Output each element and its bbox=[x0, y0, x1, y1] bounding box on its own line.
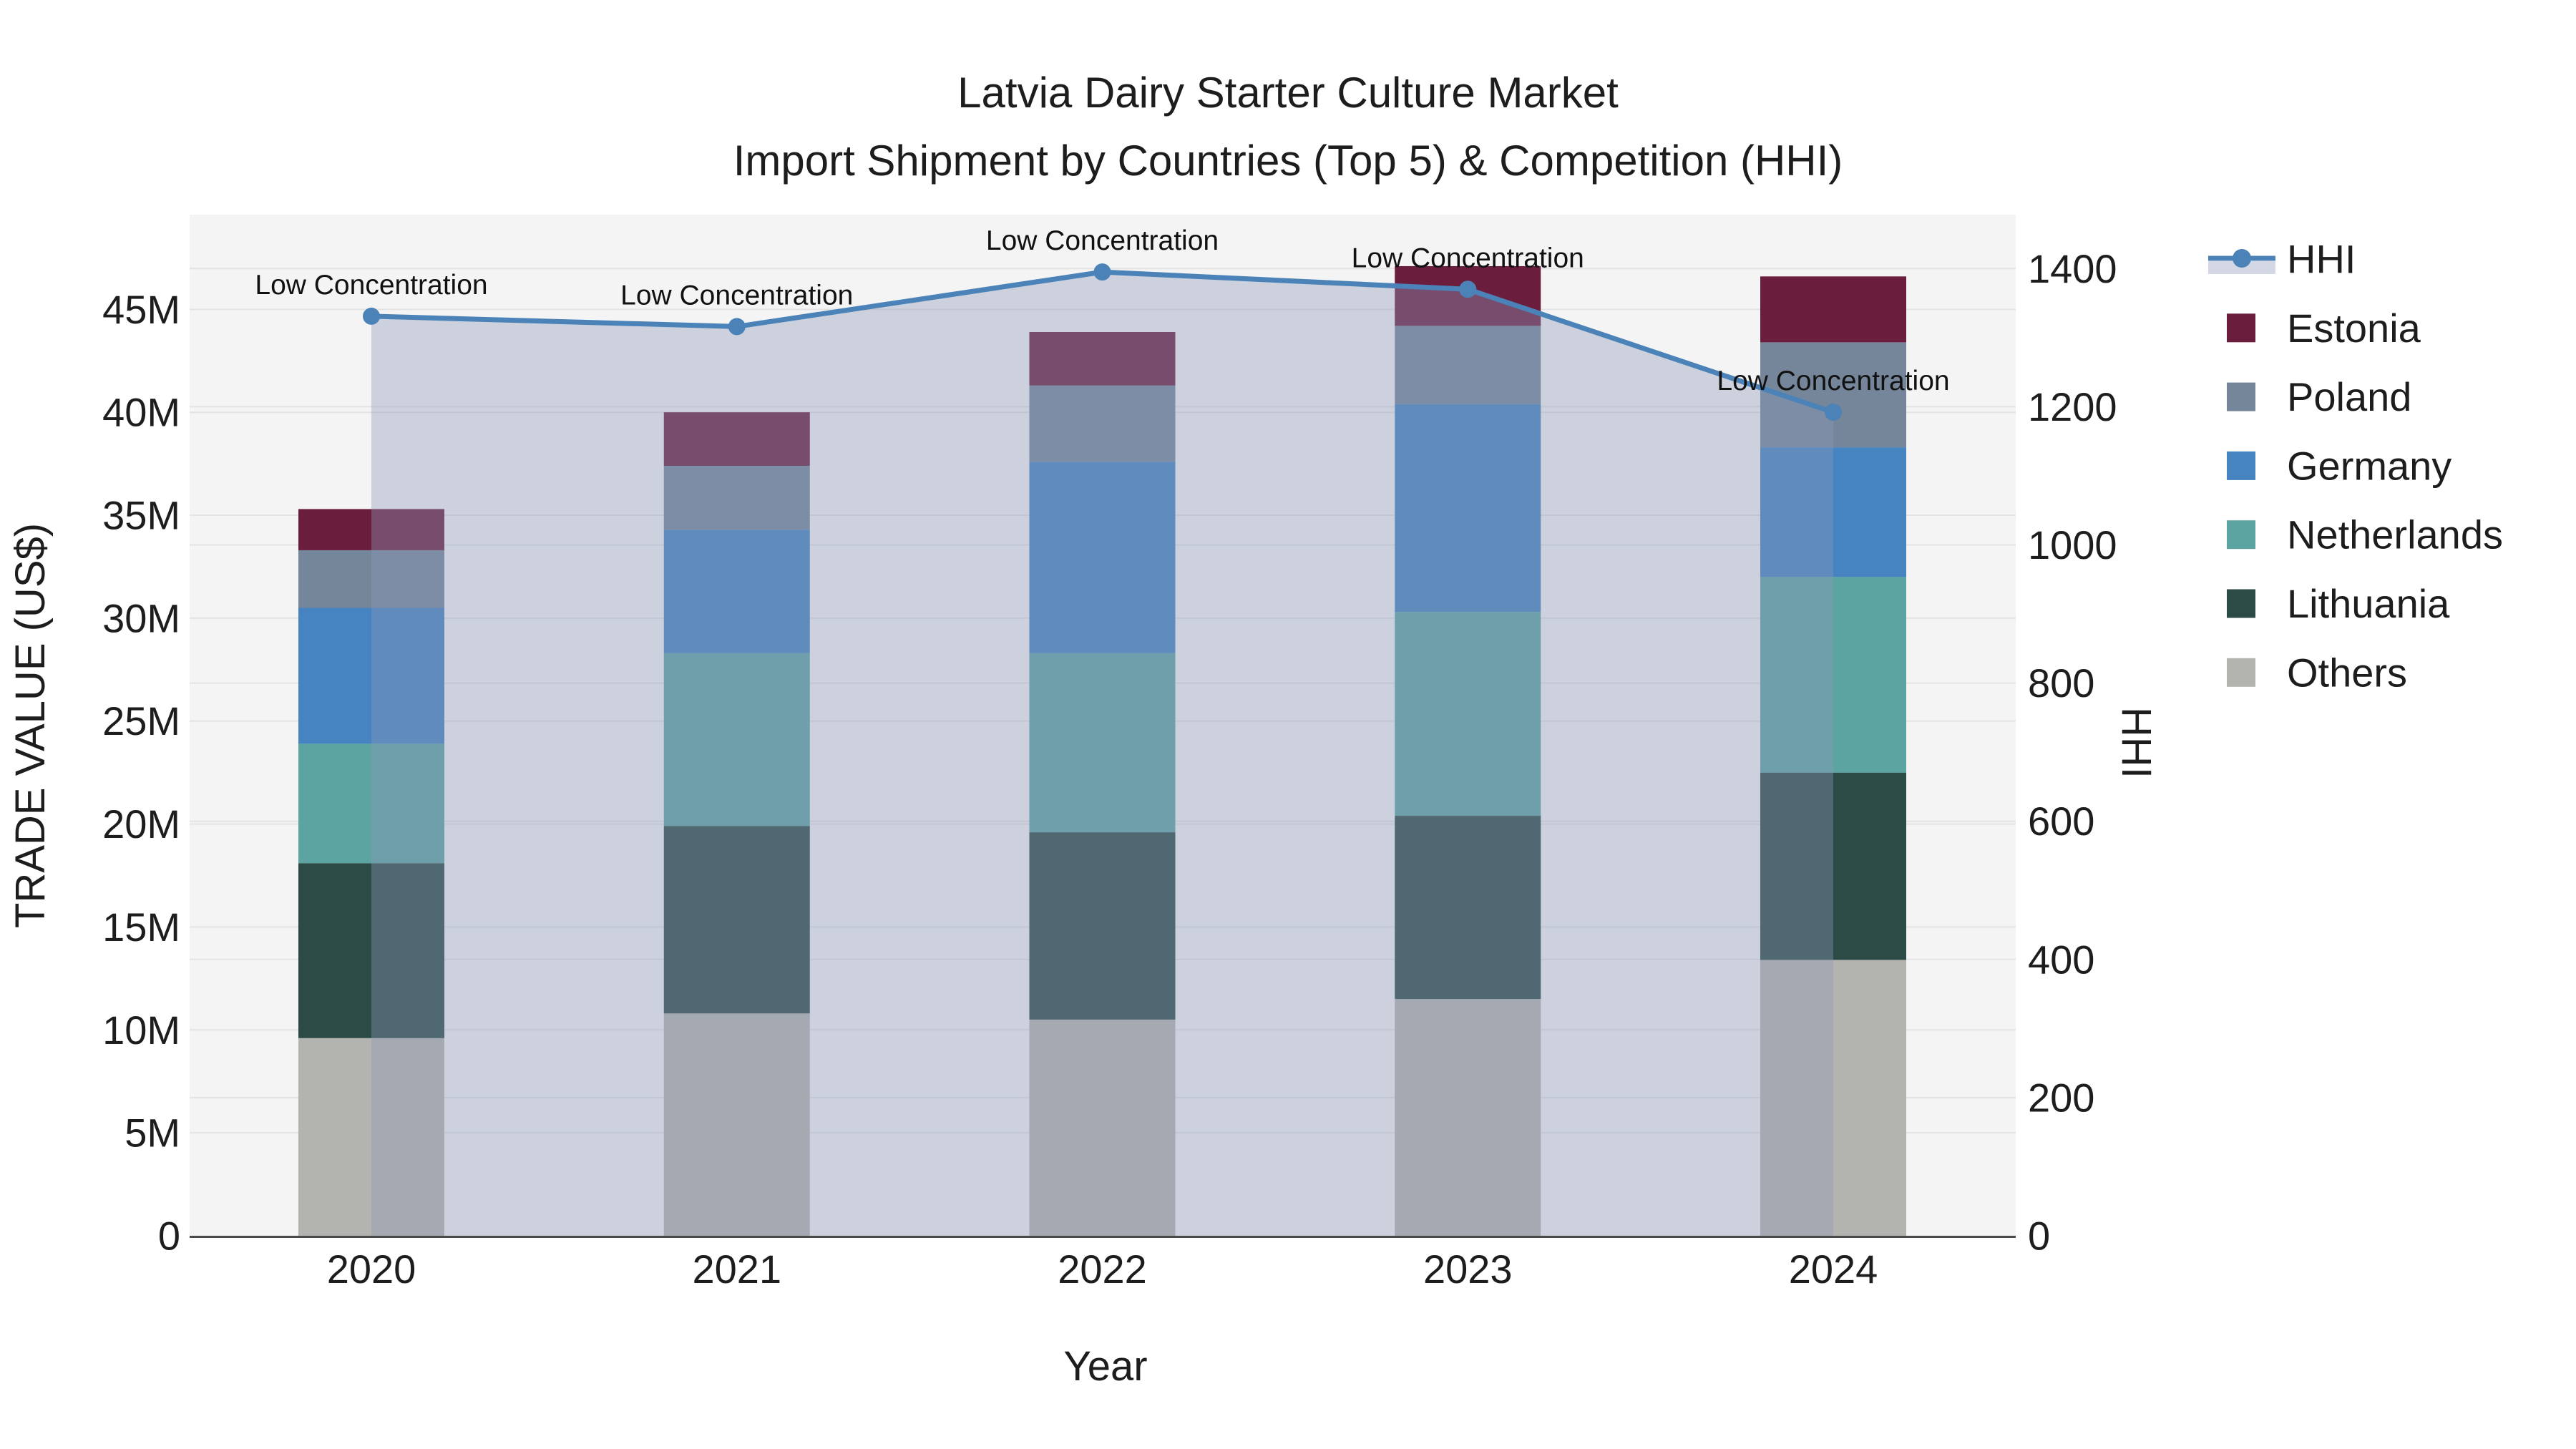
x-tick-2023: 2023 bbox=[1423, 1246, 1513, 1292]
y-left-tick-35M: 35M bbox=[102, 493, 180, 538]
bar-segment-2023-netherlands bbox=[1395, 612, 1541, 816]
hhi-marker-2023 bbox=[1459, 280, 1477, 298]
bar-segment-2022-germany bbox=[1029, 462, 1176, 653]
x-tick-2024: 2024 bbox=[1789, 1246, 1878, 1292]
y-right-tick-1000: 1000 bbox=[2028, 522, 2117, 567]
y-right-tick-600: 600 bbox=[2028, 799, 2094, 844]
legend-label-estonia: Estonia bbox=[2287, 306, 2421, 351]
y-left-tick-20M: 20M bbox=[102, 801, 180, 847]
y-left-tick-0: 0 bbox=[158, 1214, 180, 1259]
legend-item-estonia[interactable]: Estonia bbox=[2227, 306, 2421, 351]
hhi-marker-2020 bbox=[363, 307, 380, 325]
legend-label-netherlands: Netherlands bbox=[2287, 512, 2503, 557]
bar-segment-2022-poland bbox=[1029, 385, 1176, 462]
bar-segment-2023-lithuania bbox=[1395, 816, 1541, 1000]
annotation-low-concentration-2024: Low Concentration bbox=[1717, 366, 1949, 396]
legend-label-hhi: HHI bbox=[2287, 237, 2356, 282]
y-right-tick-400: 400 bbox=[2028, 937, 2094, 982]
hhi-marker-2022 bbox=[1093, 263, 1111, 281]
bar-segment-2022-others bbox=[1029, 1019, 1176, 1236]
chart-title-line-2: Import Shipment by Countries (Top 5) & C… bbox=[733, 137, 1843, 185]
y-axis-left-title: TRADE VALUE (US$) bbox=[7, 523, 54, 928]
legend-label-others: Others bbox=[2287, 650, 2407, 695]
hhi-area-fill bbox=[371, 272, 1833, 1236]
bar-segment-2020-estonia bbox=[298, 509, 444, 550]
y-left-tick-5M: 5M bbox=[125, 1111, 180, 1156]
legend-hhi-marker-icon bbox=[2233, 249, 2251, 268]
x-axis-title: Year bbox=[1063, 1343, 1147, 1390]
x-tick-2021: 2021 bbox=[692, 1246, 781, 1292]
y-right-tick-0: 0 bbox=[2028, 1214, 2050, 1259]
legend-color-swatch-germany bbox=[2227, 451, 2255, 480]
bar-segment-2020-germany bbox=[298, 608, 444, 744]
legend-item-poland[interactable]: Poland bbox=[2227, 374, 2411, 419]
y-left-tick-30M: 30M bbox=[102, 595, 180, 640]
bar-segment-2021-estonia bbox=[663, 412, 810, 466]
bar-segment-2024-lithuania bbox=[1760, 772, 1906, 960]
y-right-tick-1200: 1200 bbox=[2028, 384, 2117, 429]
x-tick-2022: 2022 bbox=[1058, 1246, 1147, 1292]
legend-label-lithuania: Lithuania bbox=[2287, 581, 2450, 626]
annotation-low-concentration-2021: Low Concentration bbox=[620, 280, 853, 311]
y-axis-right-title: HHI bbox=[2113, 707, 2160, 779]
y-right-tick-800: 800 bbox=[2028, 660, 2094, 706]
legend-color-swatch-poland bbox=[2227, 382, 2255, 411]
bar-segment-2022-estonia bbox=[1029, 331, 1176, 386]
legend-color-swatch-netherlands bbox=[2227, 520, 2255, 550]
bar-segment-2024-germany bbox=[1760, 447, 1906, 577]
legend-color-swatch-others bbox=[2227, 658, 2255, 687]
y-left-tick-15M: 15M bbox=[102, 904, 180, 950]
bar-segment-2023-germany bbox=[1395, 404, 1541, 613]
annotation-low-concentration-2020: Low Concentration bbox=[255, 270, 487, 301]
legend-item-lithuania[interactable]: Lithuania bbox=[2227, 581, 2450, 626]
legend-color-swatch-lithuania bbox=[2227, 589, 2255, 618]
legend-item-germany[interactable]: Germany bbox=[2227, 443, 2451, 488]
bar-segment-2024-estonia bbox=[1760, 276, 1906, 343]
bar-segment-2021-others bbox=[663, 1013, 810, 1236]
legend-item-netherlands[interactable]: Netherlands bbox=[2227, 512, 2503, 557]
bar-segment-2021-germany bbox=[663, 530, 810, 653]
bar-segment-2020-others bbox=[298, 1038, 444, 1236]
y-left-tick-40M: 40M bbox=[102, 390, 180, 435]
legend-label-germany: Germany bbox=[2287, 443, 2451, 488]
legend-label-poland: Poland bbox=[2287, 374, 2411, 419]
bar-segment-2024-others bbox=[1760, 960, 1906, 1236]
legend-item-hhi[interactable]: HHI bbox=[2208, 237, 2356, 282]
bar-segment-2022-netherlands bbox=[1029, 653, 1176, 833]
y-left-tick-10M: 10M bbox=[102, 1008, 180, 1053]
bar-segment-2021-netherlands bbox=[663, 653, 810, 826]
bar-segment-2023-poland bbox=[1395, 326, 1541, 404]
hhi-marker-2021 bbox=[728, 318, 746, 336]
bar-segment-2024-netherlands bbox=[1760, 577, 1906, 773]
bar-segment-2020-netherlands bbox=[298, 743, 444, 864]
bar-segment-2022-lithuania bbox=[1029, 832, 1176, 1020]
y-left-tick-25M: 25M bbox=[102, 698, 180, 743]
bar-segment-2020-lithuania bbox=[298, 863, 444, 1038]
annotation-low-concentration-2023: Low Concentration bbox=[1352, 243, 1584, 273]
bar-segment-2021-poland bbox=[663, 465, 810, 530]
annotation-low-concentration-2022: Low Concentration bbox=[986, 225, 1219, 256]
bar-segment-2023-others bbox=[1395, 999, 1541, 1236]
y-right-tick-1400: 1400 bbox=[2028, 246, 2117, 291]
y-left-tick-45M: 45M bbox=[102, 287, 180, 332]
y-right-tick-200: 200 bbox=[2028, 1075, 2094, 1120]
legend-item-others[interactable]: Others bbox=[2227, 650, 2407, 695]
hhi-marker-2024 bbox=[1825, 404, 1842, 421]
legend-color-swatch-estonia bbox=[2227, 313, 2255, 343]
x-tick-2020: 2020 bbox=[327, 1246, 416, 1292]
bar-segment-2020-poland bbox=[298, 550, 444, 608]
bar-segment-2021-lithuania bbox=[663, 826, 810, 1014]
chart-title-line-1: Latvia Dairy Starter Culture Market bbox=[957, 69, 1619, 117]
